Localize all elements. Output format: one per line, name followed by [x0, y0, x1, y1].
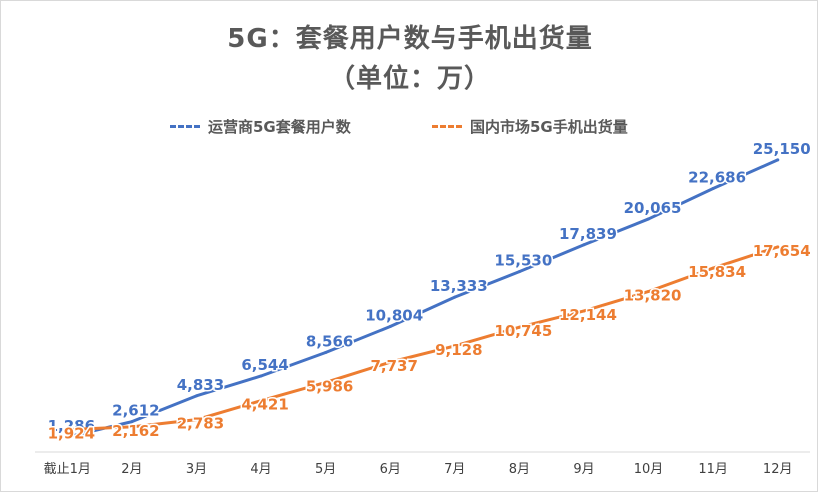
chart-legend: 运营商5G套餐用户数 国内市场5G手机出货量: [0, 116, 820, 140]
data-point-1: [65, 428, 69, 432]
data-label-1: 17,654: [753, 242, 811, 260]
legend-label-subscribers: 运营商5G套餐用户数: [208, 118, 351, 136]
data-label-0: 13,333: [430, 277, 488, 295]
x-tick-label: 10月: [634, 462, 664, 477]
data-label-0: 1,286: [48, 417, 95, 435]
data-point-1: [517, 325, 521, 329]
data-label-1: 2,162: [112, 422, 159, 440]
legend-swatch-subscribers: [170, 125, 200, 128]
legend-label-shipments: 国内市场5G手机出货量: [470, 118, 628, 136]
legend-swatch-shipments: [432, 125, 462, 128]
data-label-1: 1,924: [48, 425, 95, 443]
x-tick-label: 截止1月: [44, 462, 91, 477]
chart-title: 5G：套餐用户数与手机出货量: [227, 24, 593, 54]
data-point-1: [130, 425, 134, 429]
data-point-1: [582, 309, 586, 313]
data-label-0: 15,530: [494, 252, 552, 270]
data-label-0: 25,150: [753, 140, 811, 158]
x-tick-label: 4月: [250, 462, 271, 477]
data-label-0: 4,833: [177, 376, 224, 394]
data-point-1: [711, 266, 715, 270]
data-point-1: [453, 344, 457, 348]
data-label-1: 7,737: [370, 357, 417, 375]
data-label-0: 17,839: [559, 225, 617, 243]
x-tick-label: 8月: [509, 462, 530, 477]
data-label-1: 10,745: [494, 322, 552, 340]
data-point-0: [517, 270, 521, 274]
x-tick-label: 7月: [444, 462, 465, 477]
data-point-0: [711, 186, 715, 190]
data-label-1: 12,144: [559, 306, 617, 324]
data-label-1: 15,834: [688, 263, 746, 281]
data-label-1: 5,986: [306, 377, 353, 395]
series-line-0: [65, 158, 780, 439]
x-tick-label: 2月: [121, 462, 142, 477]
legend-item-subscribers: 运营商5G套餐用户数: [170, 116, 351, 137]
data-label-1: 4,421: [241, 396, 288, 414]
data-point-1: [259, 399, 263, 403]
data-label-1: 2,783: [177, 415, 224, 433]
data-point-0: [194, 394, 198, 398]
data-label-1: 9,128: [435, 341, 482, 359]
data-point-0: [65, 435, 69, 439]
legend-item-shipments: 国内市场5G手机出货量: [432, 116, 628, 137]
data-label-0: 22,686: [688, 168, 746, 186]
data-point-0: [388, 325, 392, 329]
data-point-0: [776, 158, 780, 162]
x-tick-label: 5月: [315, 462, 336, 477]
x-tick-label: 11月: [698, 462, 728, 477]
chart-subtitle: （单位：万）: [328, 64, 491, 94]
data-point-0: [582, 243, 586, 247]
data-point-0: [130, 420, 134, 424]
data-point-0: [259, 374, 263, 378]
data-label-0: 8,566: [306, 333, 353, 351]
data-label-0: 6,544: [241, 356, 288, 374]
data-point-1: [324, 380, 328, 384]
data-point-1: [194, 418, 198, 422]
series-line-1: [65, 245, 780, 432]
x-tick-label: 3月: [186, 462, 207, 477]
x-tick-label: 6月: [380, 462, 401, 477]
data-point-1: [388, 360, 392, 364]
data-point-1: [647, 289, 651, 293]
x-tick-label: 12月: [763, 462, 793, 477]
data-point-0: [324, 351, 328, 355]
data-point-1: [776, 245, 780, 249]
x-tick-label: 9月: [573, 462, 594, 477]
data-label-0: 10,804: [365, 307, 423, 325]
data-point-0: [453, 295, 457, 299]
data-point-0: [647, 217, 651, 221]
data-label-0: 2,612: [112, 402, 159, 420]
data-label-1: 13,820: [624, 286, 682, 304]
data-label-0: 20,065: [624, 199, 682, 217]
